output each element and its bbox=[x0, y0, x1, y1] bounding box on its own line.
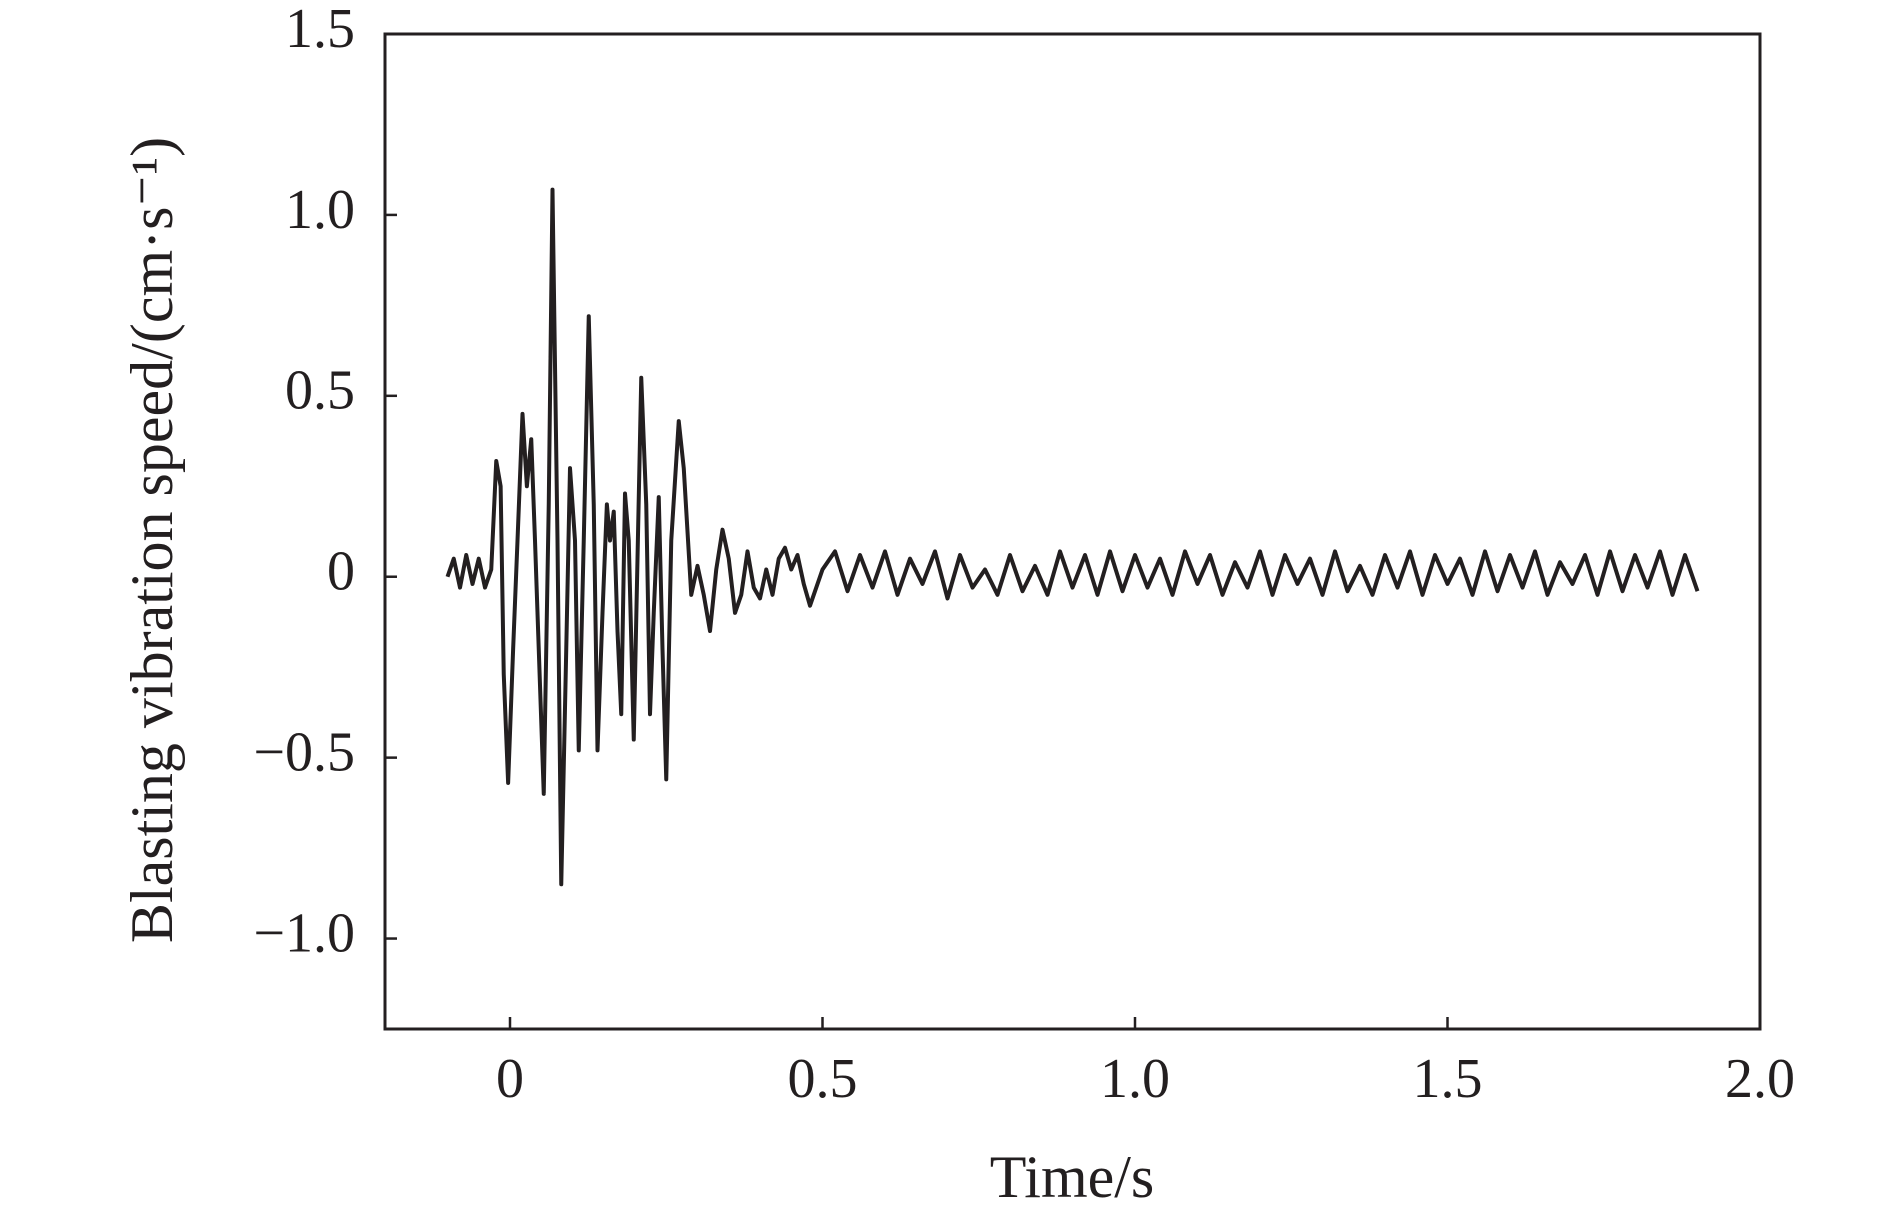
x-tick-label: 2.0 bbox=[1725, 1048, 1795, 1110]
y-tick-label: −0.5 bbox=[253, 721, 355, 783]
y-tick-label: 1.5 bbox=[285, 0, 355, 60]
plot-frame bbox=[383, 32, 1762, 1031]
y-tick-label: 0.5 bbox=[285, 360, 355, 422]
y-axis-label: Blasting vibration speed/(cm·s⁻¹) bbox=[119, 137, 185, 943]
line-series bbox=[445, 187, 1700, 887]
y-tick-label: 1.0 bbox=[285, 179, 355, 241]
x-tick-label: 1.0 bbox=[1100, 1048, 1170, 1110]
y-tick-label: 0 bbox=[327, 541, 355, 603]
x-tick-label: 1.5 bbox=[1413, 1048, 1483, 1110]
x-tick-label: 0.5 bbox=[788, 1048, 858, 1110]
x-axis-label: Time/s bbox=[990, 1144, 1155, 1210]
x-tick-label: 0 bbox=[496, 1048, 524, 1110]
y-tick-label: −1.0 bbox=[253, 902, 355, 964]
